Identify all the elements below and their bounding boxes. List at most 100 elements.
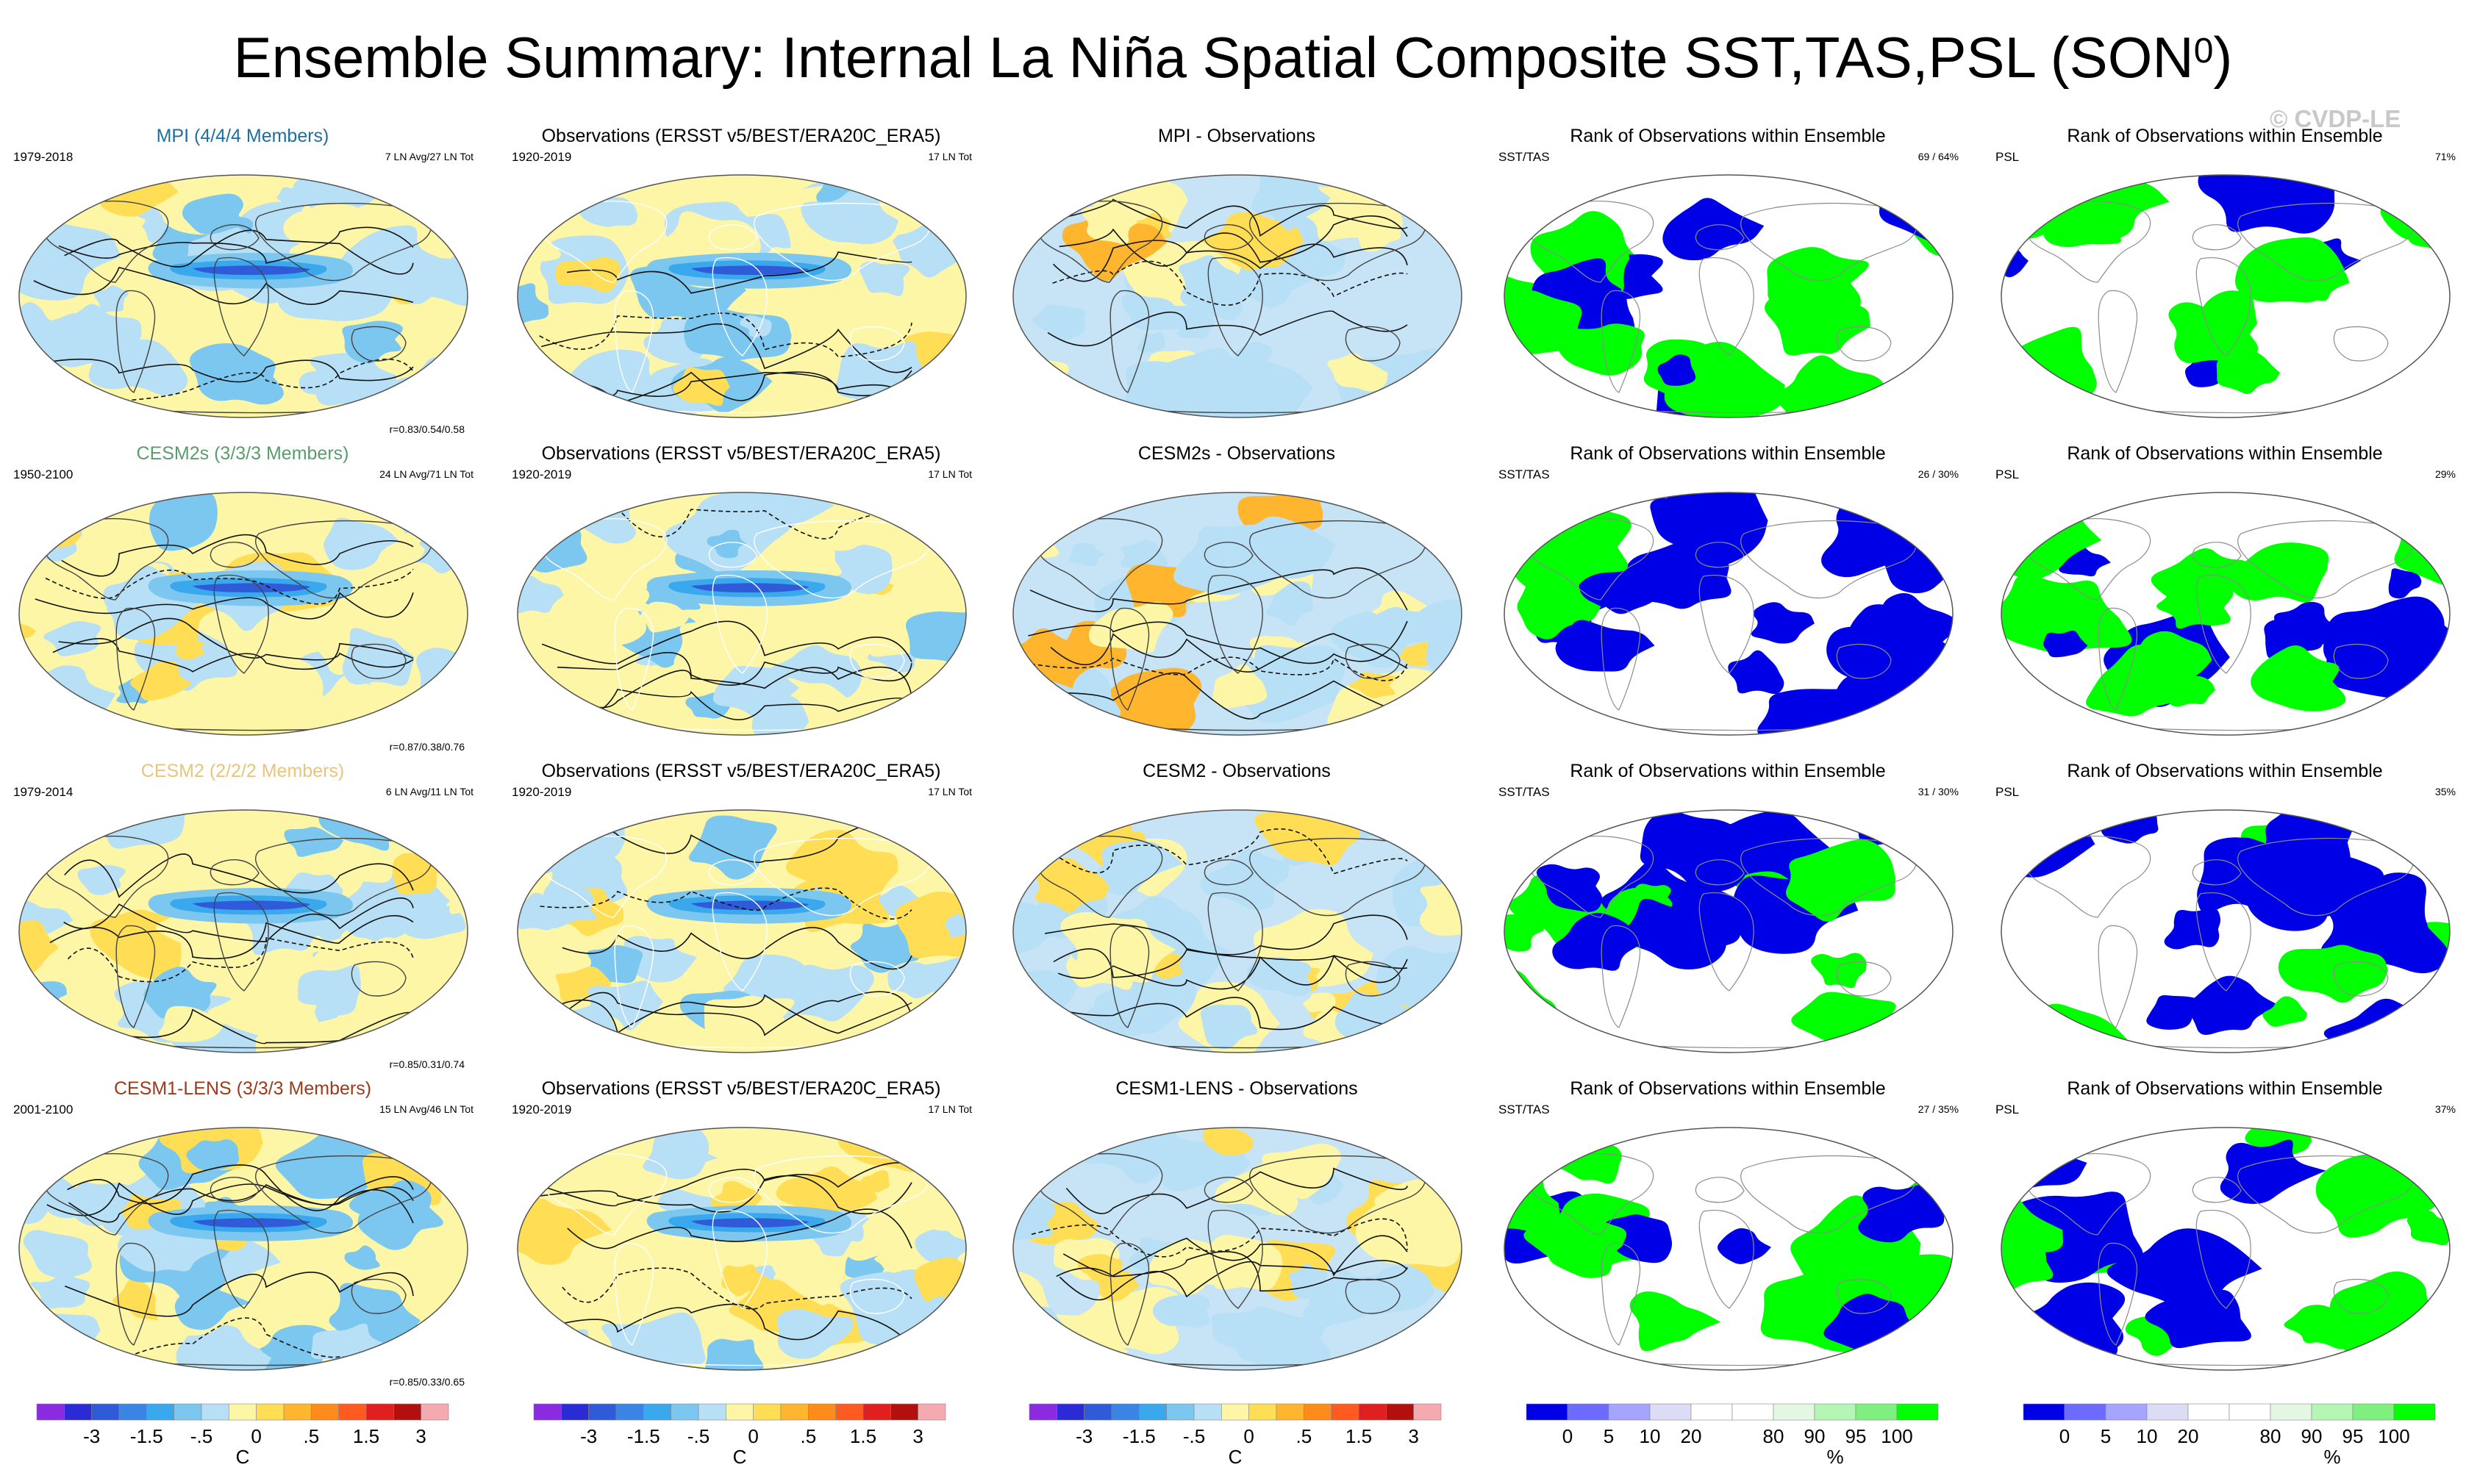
count-label: 17 LN Tot bbox=[928, 468, 972, 480]
colorbar-swatch bbox=[201, 1403, 229, 1421]
colorbar-rank-psl: 0 5 10 20 80 90 95 100% bbox=[2001, 1401, 2457, 1483]
colorbar-swatch bbox=[671, 1403, 699, 1421]
percent-label: 35% bbox=[2434, 786, 2456, 797]
colorbar-swatch bbox=[1773, 1403, 1815, 1421]
colorbar-swatch bbox=[118, 1403, 147, 1421]
colorbar-swatch bbox=[2023, 1403, 2065, 1421]
colorbar-tick-label: -1.5 bbox=[626, 1425, 660, 1447]
colorbar-swatch bbox=[615, 1403, 644, 1421]
panel-rank2-row2: Rank of Observations within Ensemble PSL 2… bbox=[1990, 442, 2460, 751]
panel-model-row2: CESM2s (3/3/3 Members) 1950-2100 24 LN Avg… bbox=[7, 442, 478, 753]
panel-diff-row3: CESM2 - Observations bbox=[1001, 760, 1472, 1069]
colorbar-tick-label: 0 bbox=[1243, 1425, 1254, 1447]
colorbar-tick-label: 100 bbox=[1881, 1425, 1913, 1447]
panel-title: MPI (4/4/4 Members) bbox=[156, 126, 329, 146]
panel-title: CESM2 - Observations bbox=[1143, 761, 1331, 781]
panel-title: CESM1-LENS (3/3/3 Members) bbox=[113, 1078, 372, 1099]
colorbar-swatch bbox=[588, 1403, 617, 1421]
panel-rank2-row1: Rank of Observations within Ensemble PSL 7… bbox=[1990, 125, 2460, 434]
variable-label: PSL bbox=[1995, 150, 2020, 164]
panel-obs-row4: Observations (ERSST v5/BEST/ERA20C_ERA5)… bbox=[506, 1078, 976, 1386]
colorbar-sst-obs: -3 -1.5 -.5 0 .5 1.5 3 C bbox=[512, 1401, 968, 1483]
count-label: 17 LN Tot bbox=[928, 151, 972, 162]
composite-map bbox=[1012, 1127, 1462, 1371]
colorbar-swatch bbox=[2146, 1403, 2189, 1421]
colorbar-swatch bbox=[421, 1403, 449, 1421]
variable-label: PSL bbox=[1995, 785, 2020, 799]
colorbar-swatch bbox=[1057, 1403, 1084, 1421]
panel-title: Rank of Observations within Ensemble bbox=[2067, 443, 2383, 464]
colorbar-swatch bbox=[2064, 1403, 2106, 1421]
percent-label: 71% bbox=[2434, 151, 2456, 162]
colorbar-tick-label: 3 bbox=[912, 1425, 923, 1447]
panel-rank2-row3: Rank of Observations within Ensemble PSL 3… bbox=[1990, 760, 2460, 1069]
colorbar-tick-label: 1.5 bbox=[1345, 1425, 1373, 1447]
colorbar-swatch bbox=[1111, 1403, 1140, 1421]
colorbar-swatch bbox=[174, 1403, 202, 1421]
colorbar-swatch bbox=[36, 1403, 65, 1421]
panel-model-row3: CESM2 (2/2/2 Members) 1979-2014 6 LN Avg/1… bbox=[7, 760, 478, 1070]
panel-title: Rank of Observations within Ensemble bbox=[2067, 1078, 2383, 1099]
panel-title: CESM2s (3/3/3 Members) bbox=[136, 443, 349, 464]
period-label: 2001-2100 bbox=[13, 1103, 74, 1116]
colorbar-swatch bbox=[2105, 1403, 2148, 1421]
colorbar-swatch bbox=[780, 1403, 809, 1421]
colorbar-tick-label: 1.5 bbox=[352, 1425, 380, 1447]
count-label: 17 LN Tot bbox=[928, 786, 972, 797]
panel-title: Rank of Observations within Ensemble bbox=[1570, 1078, 1886, 1099]
colorbar-swatch bbox=[91, 1403, 120, 1421]
colorbar-tick-label: 20 bbox=[1680, 1425, 1702, 1447]
count-label: 24 LN Avg/71 LN Tot bbox=[379, 468, 473, 480]
colorbar-swatch bbox=[2352, 1403, 2395, 1421]
colorbar-swatch bbox=[753, 1403, 782, 1421]
colorbar-tick-label: 20 bbox=[2177, 1425, 2199, 1447]
panel-diff-row1: MPI - Observations bbox=[1001, 125, 1472, 434]
colorbar-swatch bbox=[918, 1403, 946, 1421]
colorbar-tick-label: 0 bbox=[251, 1425, 262, 1447]
colorbar-tick-label: .5 bbox=[800, 1425, 817, 1447]
colorbar-swatch bbox=[1276, 1403, 1304, 1421]
panel-title: Observations (ERSST v5/BEST/ERA20C_ERA5) bbox=[541, 761, 941, 781]
panel-obs-row1: Observations (ERSST v5/BEST/ERA20C_ERA5)… bbox=[506, 125, 976, 434]
percent-label: 26 / 30% bbox=[1918, 468, 1959, 480]
colorbar-tick-label: .5 bbox=[303, 1425, 320, 1447]
colorbar-tick-label: 1.5 bbox=[849, 1425, 877, 1447]
composite-map bbox=[517, 809, 967, 1053]
composite-map bbox=[517, 492, 967, 736]
colorbar-swatch bbox=[726, 1403, 754, 1421]
colorbar-swatch bbox=[2393, 1403, 2436, 1421]
panel-title: Observations (ERSST v5/BEST/ERA20C_ERA5) bbox=[541, 1078, 941, 1099]
colorbar-swatch bbox=[1193, 1403, 1222, 1421]
panel-rank2-row4: Rank of Observations within Ensemble PSL 3… bbox=[1990, 1078, 2460, 1386]
correlation-label: r=0.85/0.31/0.74 bbox=[389, 1058, 465, 1070]
rank-map bbox=[2001, 1127, 2451, 1371]
rank-map bbox=[1504, 809, 1954, 1053]
variable-label: SST/TAS bbox=[1498, 150, 1550, 164]
panel-title: Observations (ERSST v5/BEST/ERA20C_ERA5) bbox=[541, 443, 941, 464]
colorbar-tick-label: -1.5 bbox=[129, 1425, 163, 1447]
composite-map bbox=[517, 174, 967, 418]
variable-label: PSL bbox=[1995, 467, 2020, 481]
colorbar-swatch bbox=[890, 1403, 918, 1421]
colorbar-swatch bbox=[1304, 1403, 1332, 1421]
colorbar-swatch bbox=[1526, 1403, 1568, 1421]
colorbar-swatch bbox=[862, 1403, 891, 1421]
variable-label: PSL bbox=[1995, 1103, 2020, 1116]
panel-diff-row4: CESM1-LENS - Observations bbox=[1001, 1078, 1472, 1386]
colorbar-tick-label: 5 bbox=[2100, 1425, 2112, 1447]
colorbar-sst-model: -3 -1.5 -.5 0 .5 1.5 3 C bbox=[15, 1401, 471, 1483]
rank-map bbox=[2001, 492, 2451, 736]
variable-label: SST/TAS bbox=[1498, 1103, 1550, 1116]
count-label: 17 LN Tot bbox=[928, 1103, 972, 1115]
colorbar-swatch bbox=[2229, 1403, 2271, 1421]
panel-title: Rank of Observations within Ensemble bbox=[1570, 443, 1886, 464]
colorbar-unit: C bbox=[1228, 1446, 1243, 1468]
count-label: 15 LN Avg/46 LN Tot bbox=[379, 1103, 473, 1115]
colorbar-swatch bbox=[338, 1403, 367, 1421]
colorbar-swatch bbox=[365, 1403, 394, 1421]
panel-obs-row2: Observations (ERSST v5/BEST/ERA20C_ERA5)… bbox=[506, 442, 976, 751]
colorbar-unit: % bbox=[2323, 1446, 2341, 1468]
panel-rank1-row3: Rank of Observations within Ensemble SST/… bbox=[1493, 760, 1963, 1069]
colorbar-swatch bbox=[808, 1403, 836, 1421]
colorbar-unit: C bbox=[235, 1446, 250, 1468]
